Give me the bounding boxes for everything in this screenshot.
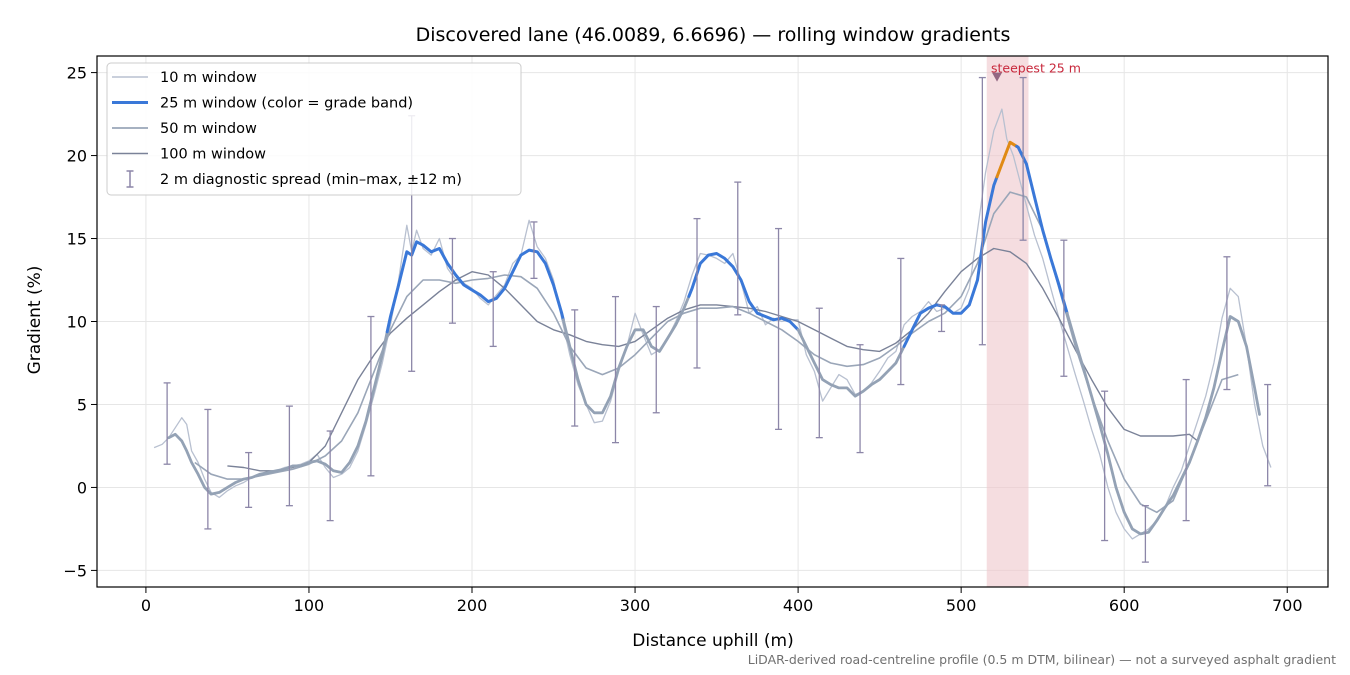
series-line-25m-segment [1065, 311, 1261, 536]
x-tick-label: 300 [620, 596, 651, 615]
legend-label: 10 m window [160, 70, 257, 86]
errorbar-layer [163, 76, 1272, 563]
y-tick-label: 20 [67, 147, 87, 166]
x-tick-label: 0 [141, 596, 151, 615]
x-tick-label: 500 [946, 596, 977, 615]
highlight-band-layer [986, 55, 1029, 588]
y-tick-label: 10 [67, 313, 87, 332]
footnote: LiDAR-derived road-centreline profile (0… [748, 652, 1336, 667]
x-tick-label: 600 [1109, 596, 1140, 615]
series-line-25m-segment [995, 140, 1019, 179]
x-tick-label: 100 [294, 596, 325, 615]
x-tick-label: 400 [783, 596, 814, 615]
chart-title: Discovered lane (46.0089, 6.6696) — roll… [416, 24, 1011, 46]
series-line-25m-segment [796, 328, 906, 398]
legend-label: 50 m window [160, 121, 257, 137]
legend-label: 25 m window (color = grade band) [160, 96, 413, 112]
annotation-layer: steepest 25 m [991, 61, 1081, 82]
series-line-10m [153, 108, 1272, 540]
series-line-25m-segment [1015, 144, 1069, 315]
series-line-100m [227, 247, 1199, 472]
series-line-25m-segment [167, 330, 389, 496]
y-tick-label: −5 [63, 561, 87, 580]
x-tick-label: 200 [457, 596, 488, 615]
y-axis-label: Gradient (%) [25, 266, 45, 375]
tick-layer: 0 100 200 300 400 500 600 700 −5 0 5 10 15 20 25 [63, 64, 1302, 615]
x-axis-label: Distance uphill (m) [632, 631, 793, 651]
annotation-label: steepest 25 m [991, 61, 1081, 76]
series-line-25m-segment [902, 175, 999, 348]
x-tick-label: 700 [1272, 596, 1303, 615]
legend-box [106, 62, 522, 196]
y-tick-label: 25 [67, 64, 87, 83]
series-line-25m-segment [561, 294, 691, 415]
steepest-marker [992, 72, 1003, 82]
legend-label: 100 m window [160, 147, 266, 163]
steepest-band [986, 55, 1029, 588]
y-tick-label: 15 [67, 230, 87, 249]
y-tick-label: 5 [77, 395, 87, 414]
y-tick-label: 0 [77, 478, 87, 497]
legend: 10 m window 25 m window (color = grade ba… [106, 62, 522, 196]
series-line-25m-segment [385, 240, 565, 334]
legend-label: 2 m diagnostic spread (min–max, ±12 m) [160, 172, 462, 188]
